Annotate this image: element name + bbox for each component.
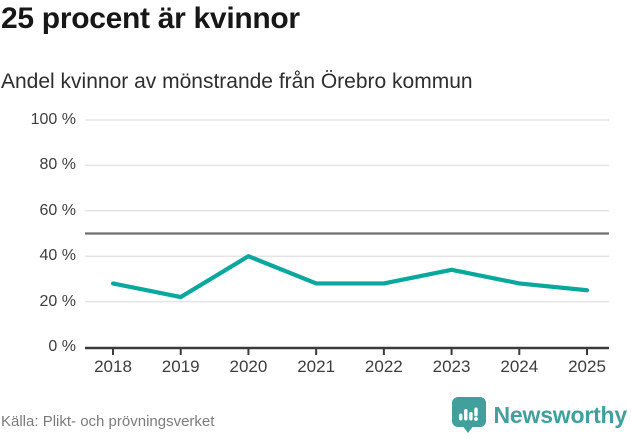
x-tick-label-2023: 2023	[432, 357, 471, 376]
x-tick-label-2024: 2024	[500, 357, 539, 376]
chart-subtitle: Andel kvinnor av mönstrande från Örebro …	[1, 70, 473, 93]
brand-name: Newsworthy	[493, 401, 628, 428]
y-tick-label-20: 20 %	[39, 292, 76, 310]
x-tick-label-2019: 2019	[161, 357, 200, 376]
chart-title: 25 procent är kvinnor	[1, 2, 300, 35]
bar-chart-speech-bubble-icon	[451, 397, 486, 433]
newsworthy-logo[interactable]: Newsworthy	[451, 396, 627, 434]
trend-line-Andel kvinnor av mönstrande	[110, 254, 590, 300]
y-tick-label-40: 40 %	[39, 247, 76, 265]
x-tick-label-2018: 2018	[94, 357, 132, 376]
x-tick-label-2025: 2025	[568, 357, 606, 376]
x-tick-label-2022: 2022	[364, 357, 403, 376]
y-tick-label-60: 60 %	[39, 201, 76, 219]
y-tick-label-100: 100 %	[30, 111, 76, 128]
y-tick-label-0: 0 %	[48, 338, 76, 355]
source-note: Källa: Plikt- och prövningsverket	[1, 413, 215, 430]
x-tick-label-2020: 2020	[229, 357, 268, 376]
y-tick-label-80: 80 %	[39, 156, 76, 174]
x-tick-label-2021: 2021	[297, 357, 336, 376]
